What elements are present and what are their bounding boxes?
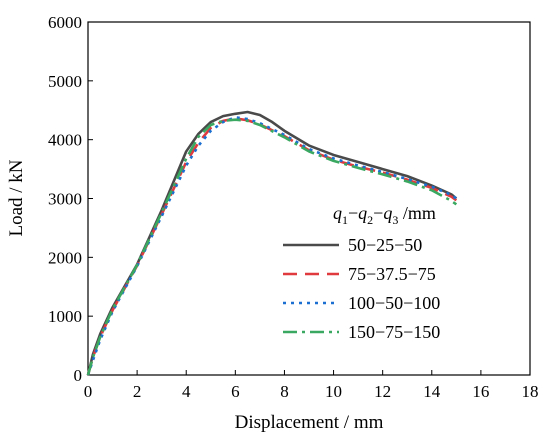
series-line-3 <box>86 116 458 376</box>
y-tick-label: 5000 <box>48 72 82 91</box>
y-tick-label: 6000 <box>48 13 82 32</box>
legend-title-sub1: 1 <box>342 213 348 227</box>
legend-title-sub3: 3 <box>392 213 398 227</box>
x-tick-label: 16 <box>472 382 489 401</box>
legend-title-unit: /mm <box>398 203 436 223</box>
legend-title-sub2: 2 <box>367 213 373 227</box>
y-tick-label: 3000 <box>48 190 82 209</box>
x-tick-label: 14 <box>423 382 441 401</box>
x-axis-ticks: 0 2 4 6 8 10 12 14 16 18 <box>84 370 539 401</box>
x-tick-label: 0 <box>84 382 93 401</box>
legend-title-q3: q <box>383 203 392 223</box>
x-tick-label: 6 <box>231 382 240 401</box>
x-tick-label: 4 <box>182 382 191 401</box>
x-tick-label: 10 <box>325 382 342 401</box>
legend-label-1: 50−25−50 <box>348 235 422 255</box>
x-tick-label: 18 <box>522 382 539 401</box>
series-layer <box>86 110 458 376</box>
legend-label-3: 100−50−100 <box>348 293 440 313</box>
y-tick-label: 0 <box>74 366 83 385</box>
x-tick-label: 8 <box>280 382 289 401</box>
x-tick-label: 2 <box>133 382 142 401</box>
y-tick-label: 1000 <box>48 307 82 326</box>
legend-entries: 50−25−50 75−37.5−75 100−50−100 150−75−150 <box>283 235 440 342</box>
legend-label-4: 150−75−150 <box>348 322 440 342</box>
legend-title-q1: q <box>333 203 342 223</box>
y-axis-label: Load / kN <box>6 159 27 236</box>
plot-frame <box>87 21 531 376</box>
y-tick-label: 4000 <box>48 131 82 150</box>
y-axis-ticks: 0 1000 2000 3000 4000 5000 6000 <box>48 13 93 385</box>
legend: q1−q2−q3 /mm 50−25−5075−37.5−75100−50−10… <box>283 203 440 342</box>
legend-title: q1−q2−q3 /mm <box>333 203 436 227</box>
x-tick-label: 12 <box>374 382 391 401</box>
x-axis-label: Displacement / mm <box>235 412 384 433</box>
legend-label-2: 75−37.5−75 <box>348 264 436 284</box>
legend-title-q2: q <box>358 203 367 223</box>
legend-title-dash2: − <box>373 203 383 223</box>
legend-title-dash1: − <box>348 203 358 223</box>
y-tick-label: 2000 <box>48 248 82 267</box>
